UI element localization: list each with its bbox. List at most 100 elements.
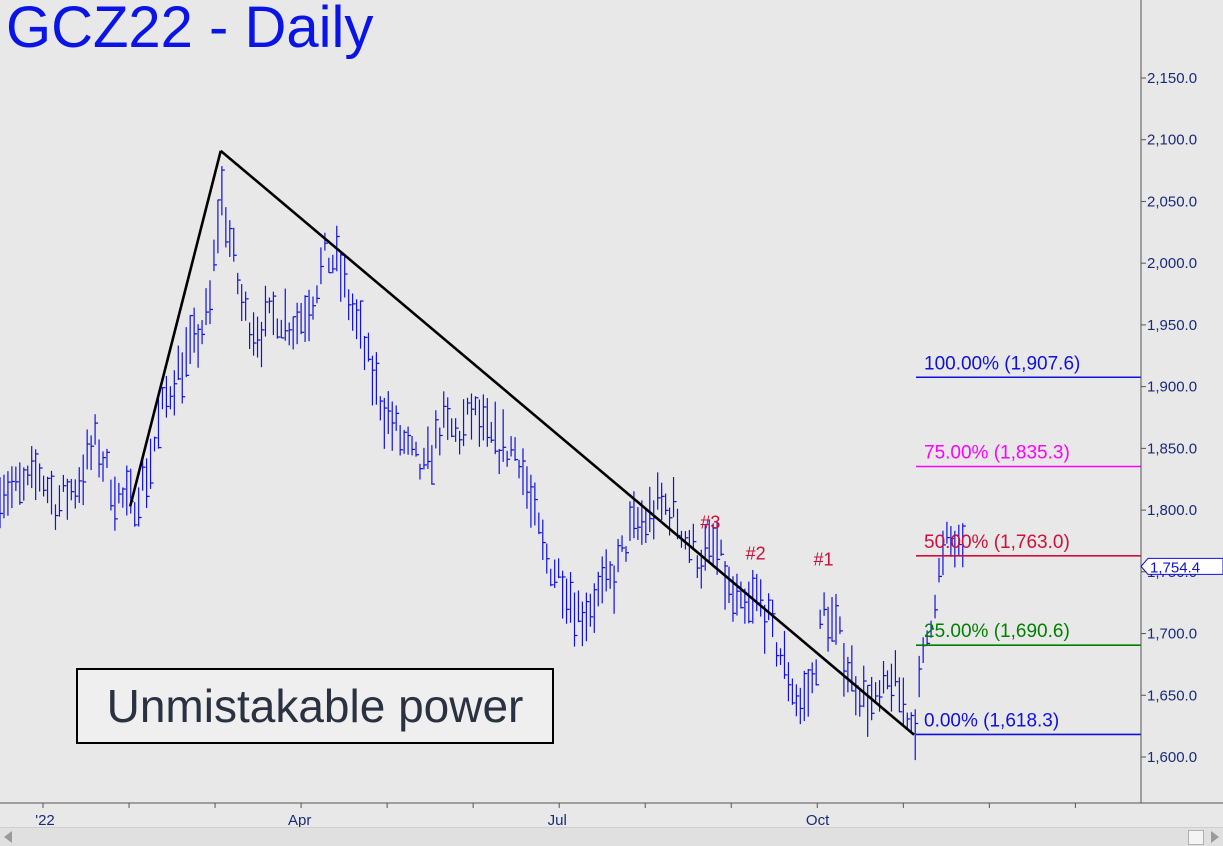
price-bar — [482, 394, 487, 441]
price-bar — [233, 227, 237, 262]
price-bar — [252, 312, 257, 356]
price-bar — [54, 504, 59, 530]
price-bar — [439, 427, 443, 456]
price-bar — [550, 568, 554, 587]
price-bar — [78, 467, 83, 503]
price-bar — [752, 570, 756, 624]
price-bar — [316, 285, 320, 304]
price-bar — [740, 581, 744, 609]
price-bar — [221, 166, 225, 216]
price-bar — [138, 487, 142, 527]
price-bar — [569, 572, 574, 623]
price-bar — [110, 479, 114, 511]
price-bar — [359, 300, 364, 349]
price-bar — [443, 391, 447, 428]
trend-lines — [128, 149, 915, 736]
price-bar — [415, 441, 420, 457]
price-bar — [435, 410, 439, 449]
price-bar — [534, 482, 538, 526]
price-bar — [768, 593, 772, 621]
price-bar — [276, 318, 281, 339]
price-bar — [823, 592, 828, 616]
price-bar — [387, 391, 392, 435]
price-bar — [744, 588, 748, 624]
price-bar — [90, 435, 95, 471]
wave-annotation: #2 — [746, 543, 766, 563]
price-bar — [474, 396, 479, 416]
price-bar — [867, 684, 871, 737]
price-bar — [558, 558, 562, 579]
price-bar — [352, 293, 356, 331]
price-bar — [181, 352, 186, 404]
price-bar — [86, 429, 91, 470]
price-bar — [684, 531, 689, 550]
price-bar — [577, 590, 582, 623]
price-bar — [15, 466, 19, 491]
price-bar — [169, 386, 174, 410]
price-bar — [938, 557, 942, 583]
price-bar — [157, 397, 162, 449]
price-bar — [803, 670, 808, 722]
price-bar — [379, 396, 384, 421]
fib-level-label: 50.00% (1,763.0) — [924, 532, 1070, 553]
price-bar — [114, 476, 118, 531]
price-bar — [185, 327, 190, 378]
price-bar — [526, 466, 530, 509]
price-bar — [502, 409, 507, 462]
price-bar — [462, 399, 467, 447]
price-bar — [859, 690, 863, 717]
price-bar — [589, 593, 594, 627]
price-bar — [249, 322, 253, 350]
price-bar — [106, 448, 110, 469]
price-bar — [268, 297, 273, 314]
price-bar — [629, 501, 633, 541]
price-bar — [839, 616, 843, 635]
price-bar — [264, 285, 269, 337]
price-bar — [581, 601, 586, 647]
price-bar — [225, 207, 229, 248]
price-bar — [672, 477, 677, 518]
price-bar — [46, 476, 51, 504]
price-bar — [19, 462, 23, 505]
price-bar — [340, 253, 344, 302]
price-bar — [328, 257, 332, 274]
wave-annotation: #1 — [814, 550, 834, 570]
price-bar — [94, 414, 99, 445]
horizontal-scrollbar[interactable] — [0, 827, 1223, 846]
price-bar — [241, 284, 245, 322]
price-bar — [538, 512, 542, 535]
scroll-thumb[interactable] — [1188, 830, 1204, 845]
annotations: #3 #2 #1 — [700, 513, 833, 570]
price-bar — [530, 474, 534, 528]
price-bar — [863, 665, 867, 708]
price-bar — [383, 397, 388, 449]
price-bar — [696, 555, 701, 579]
price-bar — [395, 405, 400, 431]
price-bar — [934, 594, 939, 619]
price-bar — [122, 487, 126, 508]
price-bar — [665, 493, 669, 515]
price-bar — [645, 508, 649, 543]
price-bar — [886, 670, 891, 690]
price-bar — [783, 630, 788, 679]
price-bar — [724, 561, 729, 610]
price-bar — [605, 549, 610, 592]
price-bar — [74, 479, 79, 509]
y-tick-label: 1,700.0 — [1147, 626, 1197, 643]
price-bar — [890, 663, 895, 712]
price-bar — [807, 669, 812, 717]
fib-level-label: 75.00% (1,835.3) — [924, 443, 1070, 464]
scroll-left-arrow-icon[interactable] — [4, 831, 12, 843]
fib-levels: 100.00% (1,907.6) 75.00% (1,835.3) 50.00% … — [916, 353, 1141, 736]
price-bar — [308, 289, 313, 342]
price-bar — [716, 521, 721, 575]
price-bar — [950, 526, 954, 557]
price-bar — [451, 418, 455, 438]
y-tick-label: 1,900.0 — [1147, 379, 1197, 396]
price-bar — [585, 592, 590, 642]
price-bar — [11, 466, 15, 509]
price-bar — [799, 687, 804, 725]
price-bar — [649, 486, 653, 533]
price-bar — [201, 320, 206, 345]
scroll-right-arrow-icon[interactable] — [1211, 831, 1219, 843]
